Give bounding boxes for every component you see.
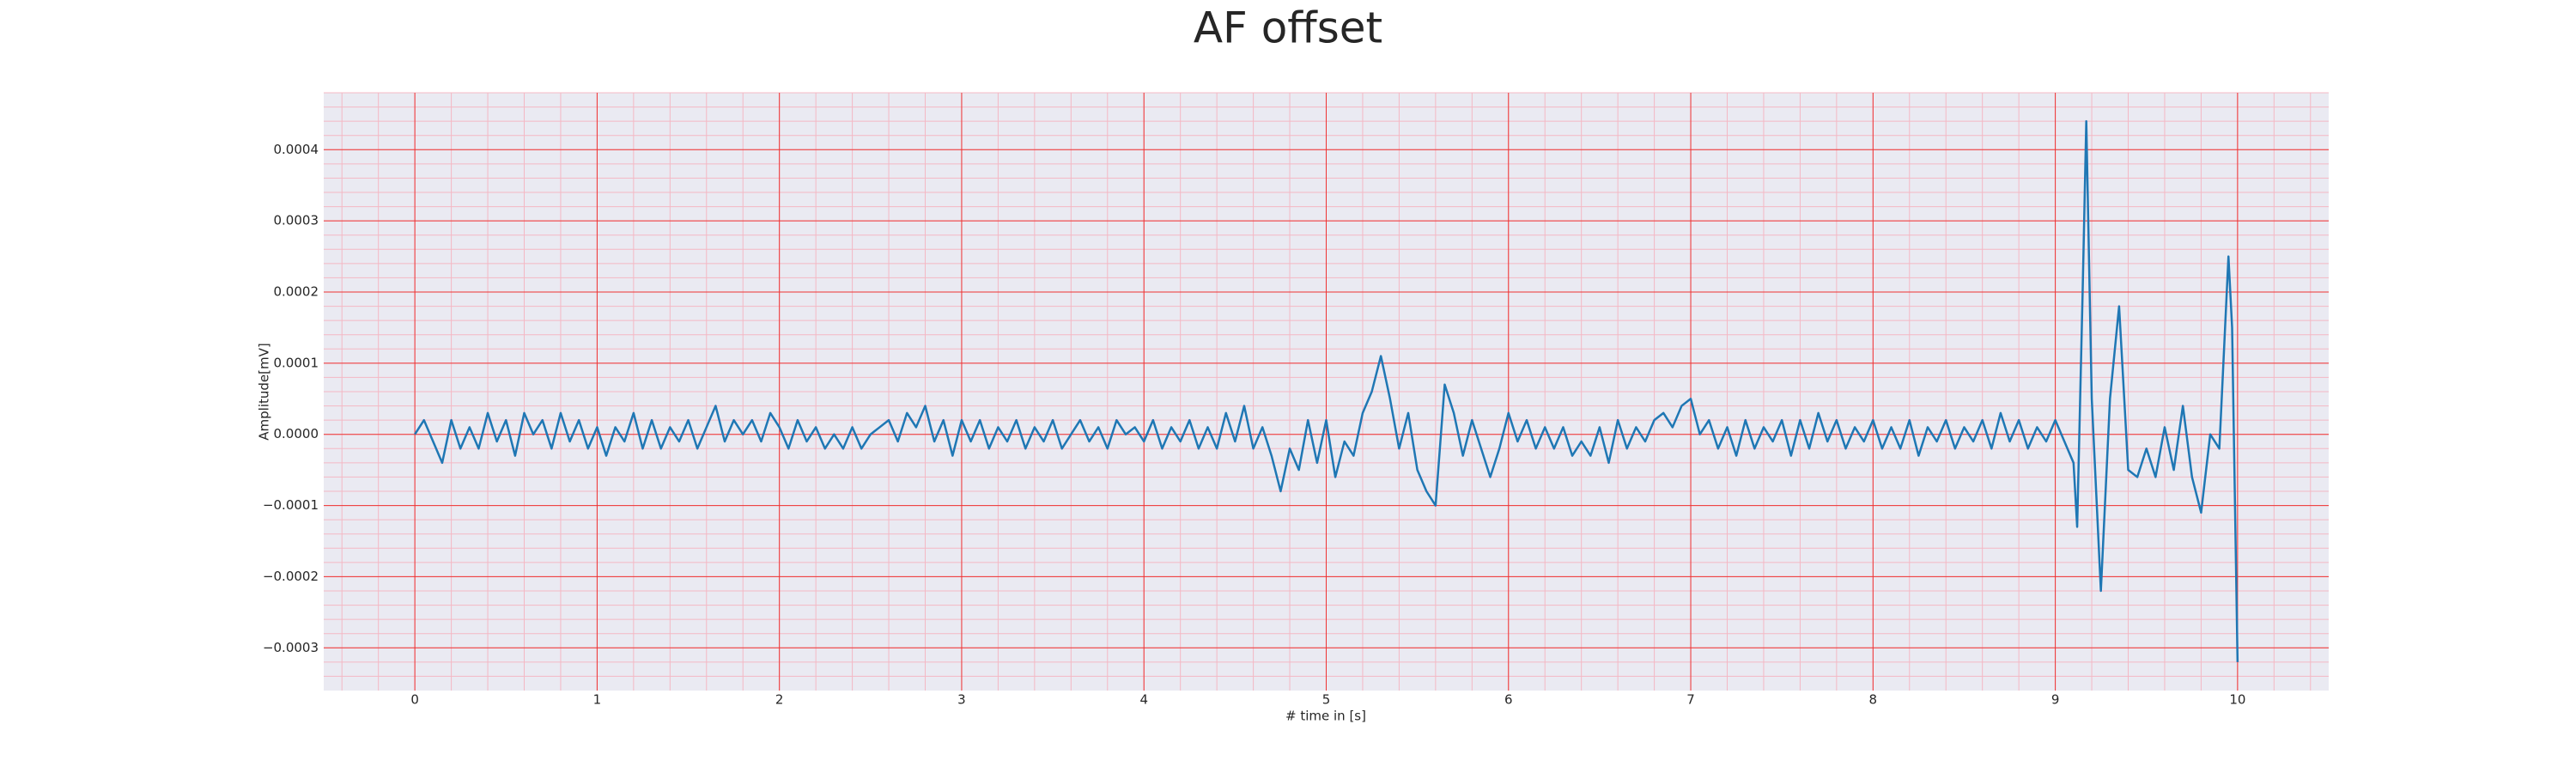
y-tick-label: −0.0003 [263,640,319,655]
x-tick-label: 6 [1504,692,1513,708]
y-tick-label: −0.0002 [263,569,319,584]
series [414,119,2239,662]
chart-title: AF offset [1194,3,1382,53]
x-tick-label: 0 [410,692,419,708]
line-series [414,119,2239,662]
x-axis-label: # time in [s] [1285,709,1366,724]
y-tick-label: 0.0002 [274,284,319,300]
y-tick-label: 0.0000 [274,426,319,441]
x-tick-label: 8 [1869,692,1878,708]
y-tick-label: −0.0001 [263,497,319,513]
x-tick-label: 7 [1686,692,1695,708]
major-grid [324,93,2329,691]
tick-labels: 0 1 2 3 4 5 6 7 8 9 10 −0.0003 −0.0002 −0.0001 0.0000 0… [263,142,2245,708]
y-tick-label: 0.0003 [274,213,319,228]
y-axis-label: Amplitude[mV] [257,343,272,440]
x-tick-label: 3 [957,692,966,708]
x-tick-label: 1 [593,692,602,708]
y-tick-label: 0.0001 [274,355,319,370]
x-tick-label: 2 [775,692,784,708]
x-tick-label: 9 [2051,692,2060,708]
x-tick-label: 5 [1322,692,1331,708]
x-tick-label: 10 [2229,692,2245,708]
x-tick-label: 4 [1139,692,1148,708]
y-tick-label: 0.0004 [274,142,319,157]
